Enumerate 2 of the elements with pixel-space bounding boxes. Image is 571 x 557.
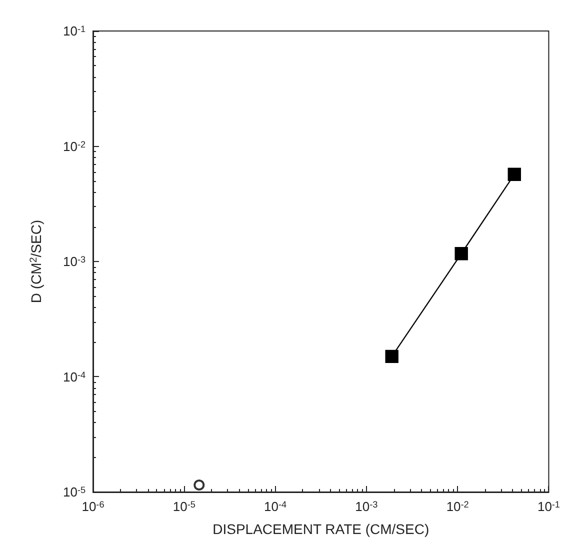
y-axis-title: D (CM2/SEC) — [28, 220, 44, 304]
x-axis-title: DISPLACEMENT RATE (CM/SEC) — [212, 521, 430, 537]
